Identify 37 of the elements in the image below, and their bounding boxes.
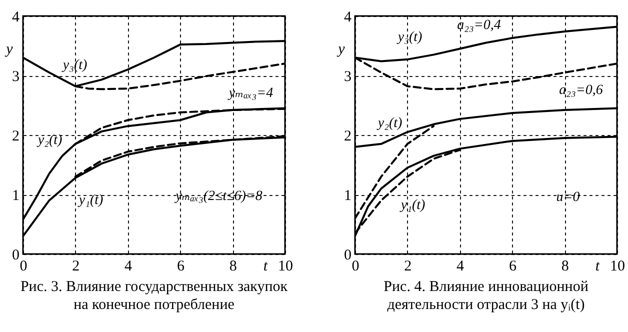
- text: Рис. 4. Влияние инновационной деятельности отрасли 3 на yᵢ(t): [384, 279, 588, 313]
- y-axis-title: y: [4, 42, 14, 58]
- x-tick-label: 2: [404, 258, 412, 274]
- y-tick-label: 0: [12, 248, 20, 264]
- y-tick-label: 4: [344, 10, 352, 26]
- y-tick-label: 3: [12, 69, 20, 85]
- annotation: yₘₐₓ₃=4: [226, 86, 274, 101]
- x-tick-label: 8: [229, 258, 237, 274]
- x-tick-label: 10: [610, 258, 625, 274]
- x-axis-title: t: [263, 258, 268, 274]
- y-tick-label: 1: [344, 188, 352, 204]
- x-tick-label: 6: [176, 258, 185, 274]
- y-tick-label: 3: [344, 69, 352, 85]
- x-axis-title: t: [595, 258, 600, 274]
- annotation: y₁(t): [398, 198, 426, 213]
- y-axis-title: y: [336, 42, 346, 58]
- annotation: y₂(t): [376, 116, 402, 131]
- text: Рис. 3. Влияние государственных закупок на конечное потребление: [20, 279, 288, 313]
- annotation: a₂₃=0,4: [457, 18, 501, 33]
- annotation: y₃(t): [396, 30, 422, 45]
- annotation: u=0: [556, 190, 580, 205]
- annotation: y₃(t): [60, 58, 88, 73]
- annotation: yₘₐₓ₃(2≤t≤6)=8: [174, 189, 262, 204]
- x-tick-label: 4: [456, 258, 465, 274]
- y-tick-label: 0: [344, 248, 352, 264]
- y-tick-label: 2: [12, 128, 20, 144]
- annotation: a₂₃=0,6: [559, 83, 603, 98]
- x-tick-label: 8: [561, 258, 569, 274]
- y-tick-label: 2: [344, 128, 352, 144]
- x-tick-label: 2: [72, 258, 80, 274]
- y-tick-label: 4: [12, 10, 20, 26]
- x-tick-label: 10: [278, 258, 293, 274]
- x-tick-label: 6: [508, 258, 517, 274]
- annotation: y₁(t): [76, 193, 104, 208]
- x-tick-label: 4: [124, 258, 133, 274]
- annotation: y₂(t): [36, 133, 62, 148]
- y-tick-label: 1: [12, 188, 20, 204]
